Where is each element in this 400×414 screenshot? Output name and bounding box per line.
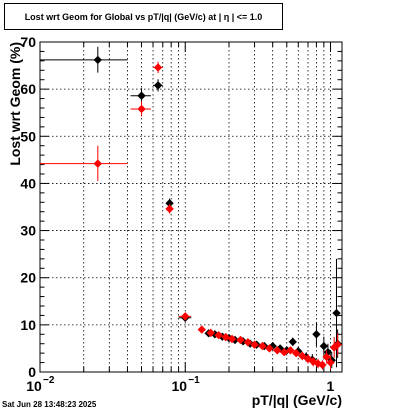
data-point [130, 88, 151, 104]
data-point [153, 79, 163, 92]
data-point [178, 312, 192, 321]
red-marker [227, 334, 237, 344]
black-marker [312, 330, 321, 339]
data-point [165, 204, 174, 214]
red-marker [326, 358, 335, 367]
black-marker [165, 199, 174, 208]
black-marker [137, 91, 146, 100]
red-marker [333, 340, 342, 349]
data-point [130, 101, 151, 117]
plot-frame [39, 41, 343, 373]
data-point [288, 337, 297, 347]
red-marker [243, 338, 253, 347]
red-marker [250, 340, 259, 349]
y-tick-label: 50 [20, 128, 36, 144]
red-marker [298, 351, 307, 361]
red-marker [206, 328, 216, 338]
data-point [318, 360, 327, 370]
data-point [298, 351, 307, 361]
red-marker [236, 335, 245, 345]
y-tick-label: 30 [20, 223, 36, 239]
data-point [214, 331, 223, 340]
y-tick-label: 60 [20, 81, 36, 97]
x-tick-exponent: −1 [188, 375, 200, 386]
data-point [312, 322, 321, 347]
data-point [291, 348, 301, 358]
y-tick-label: 0 [28, 364, 36, 380]
red-marker [214, 331, 223, 340]
data-point [250, 340, 259, 349]
data-point [279, 348, 289, 357]
data-point [197, 325, 206, 334]
x-tick-label: 10 [26, 378, 42, 394]
y-tick-label: 70 [20, 34, 36, 50]
black-marker [332, 308, 341, 318]
data-point [273, 346, 282, 355]
data-point [236, 335, 245, 345]
x-axis-title: pT/|q| (GeV/c) [252, 392, 342, 408]
y-tick-label: 20 [20, 270, 36, 286]
data-point [40, 145, 128, 182]
data-point [206, 328, 216, 338]
data-point [221, 332, 230, 342]
red-marker [286, 346, 295, 355]
x-tick-label: 10 [171, 378, 187, 394]
y-tick-label: 10 [20, 317, 36, 333]
red-marker [221, 332, 230, 342]
x-tick-label: 1 [326, 378, 334, 394]
black-marker [153, 81, 163, 90]
red-marker [153, 63, 163, 72]
black-marker [319, 341, 329, 351]
red-marker [279, 348, 289, 357]
black-marker [288, 337, 297, 347]
red-marker [93, 159, 103, 168]
red-marker [165, 204, 174, 214]
data-point [265, 344, 274, 353]
black-marker [93, 55, 103, 65]
data-point [333, 333, 342, 356]
red-marker [181, 312, 190, 321]
x-tick-exponent: −2 [43, 375, 55, 386]
red-marker [318, 360, 327, 370]
data-point [286, 346, 295, 355]
y-tick-label: 40 [20, 175, 36, 191]
data-point [243, 338, 253, 347]
red-marker [197, 325, 206, 334]
red-marker [258, 341, 267, 351]
red-marker [137, 104, 146, 114]
y-axis-title: Lost wrt Geom (%) [7, 42, 23, 166]
data-point [322, 350, 331, 364]
red-marker [291, 348, 301, 358]
data-point [258, 341, 267, 351]
red-marker [265, 344, 274, 353]
data-point [319, 336, 329, 356]
data-point [153, 61, 163, 74]
red-marker [322, 352, 331, 362]
data-point [326, 355, 335, 370]
timestamp: Sat Jun 28 13:48:23 2025 [2, 400, 97, 409]
data-point [40, 46, 128, 73]
data-point [227, 334, 237, 344]
red-marker [273, 346, 282, 355]
chart-title: Lost wrt Geom for Global vs pT/|q| (GeV/… [4, 3, 283, 30]
